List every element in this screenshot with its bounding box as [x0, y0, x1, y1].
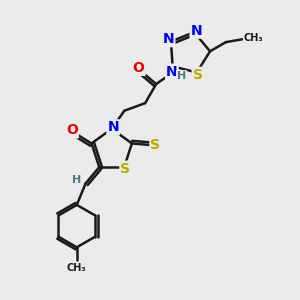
Text: O: O — [133, 61, 145, 75]
Text: H: H — [72, 175, 81, 185]
Text: CH₃: CH₃ — [67, 263, 87, 273]
Text: H: H — [177, 71, 186, 81]
Text: S: S — [120, 162, 130, 176]
Text: CH₃: CH₃ — [244, 33, 263, 43]
Text: S: S — [150, 138, 161, 152]
Text: S: S — [193, 68, 203, 82]
Text: N: N — [107, 120, 119, 134]
Text: N: N — [166, 64, 178, 79]
Text: N: N — [190, 24, 202, 38]
Text: N: N — [163, 32, 174, 46]
Text: O: O — [66, 124, 78, 137]
